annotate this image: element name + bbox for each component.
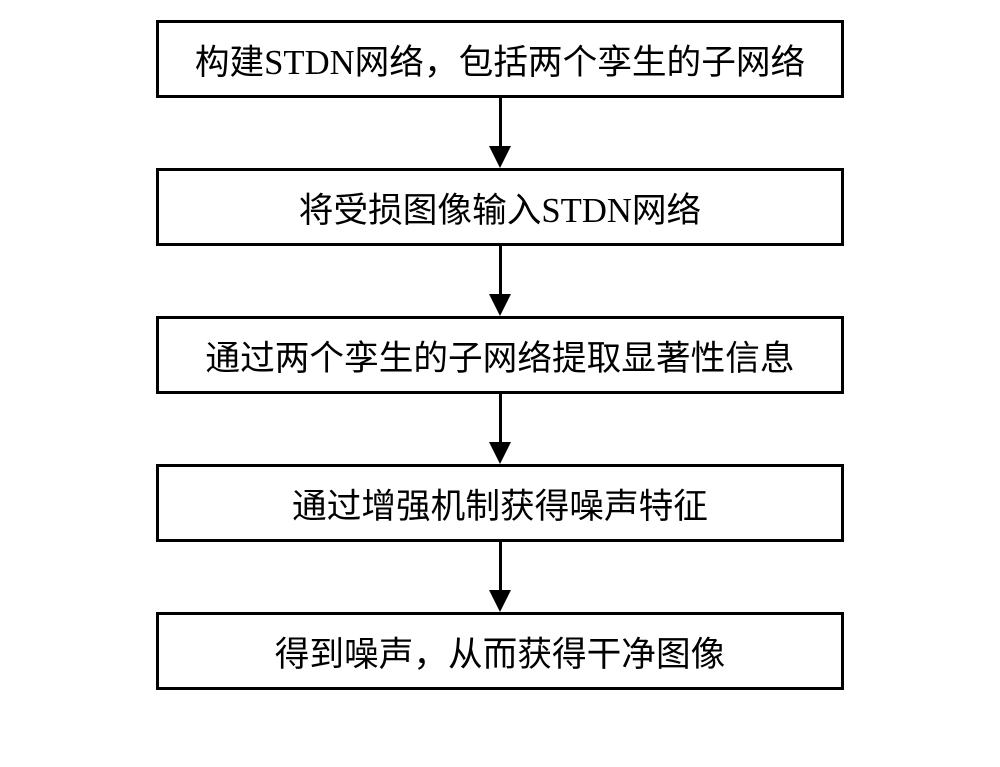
flowchart-canvas: 构建STDN网络，包括两个孪生的子网络将受损图像输入STDN网络通过两个孪生的子… [0,0,1000,767]
flow-node-label: 通过两个孪生的子网络提取显著性信息 [205,330,794,380]
flow-node-label: 通过增强机制获得噪声特征 [292,478,708,528]
flow-node-2: 将受损图像输入STDN网络 [156,168,844,246]
flow-arrow-head [489,146,511,168]
flow-node-label: 构建STDN网络，包括两个孪生的子网络 [195,34,805,84]
flow-node-5: 得到噪声，从而获得干净图像 [156,612,844,690]
flow-node-4: 通过增强机制获得噪声特征 [156,464,844,542]
flow-node-label: 将受损图像输入STDN网络 [299,182,701,232]
flow-arrow-line [499,394,502,442]
flow-arrow-line [499,98,502,146]
flow-arrow-head [489,590,511,612]
flow-arrow-line [499,246,502,294]
flow-node-3: 通过两个孪生的子网络提取显著性信息 [156,316,844,394]
flow-arrow-head [489,294,511,316]
flow-arrow-head [489,442,511,464]
flow-node-1: 构建STDN网络，包括两个孪生的子网络 [156,20,844,98]
flow-arrow-line [499,542,502,590]
flow-node-label: 得到噪声，从而获得干净图像 [275,626,726,676]
